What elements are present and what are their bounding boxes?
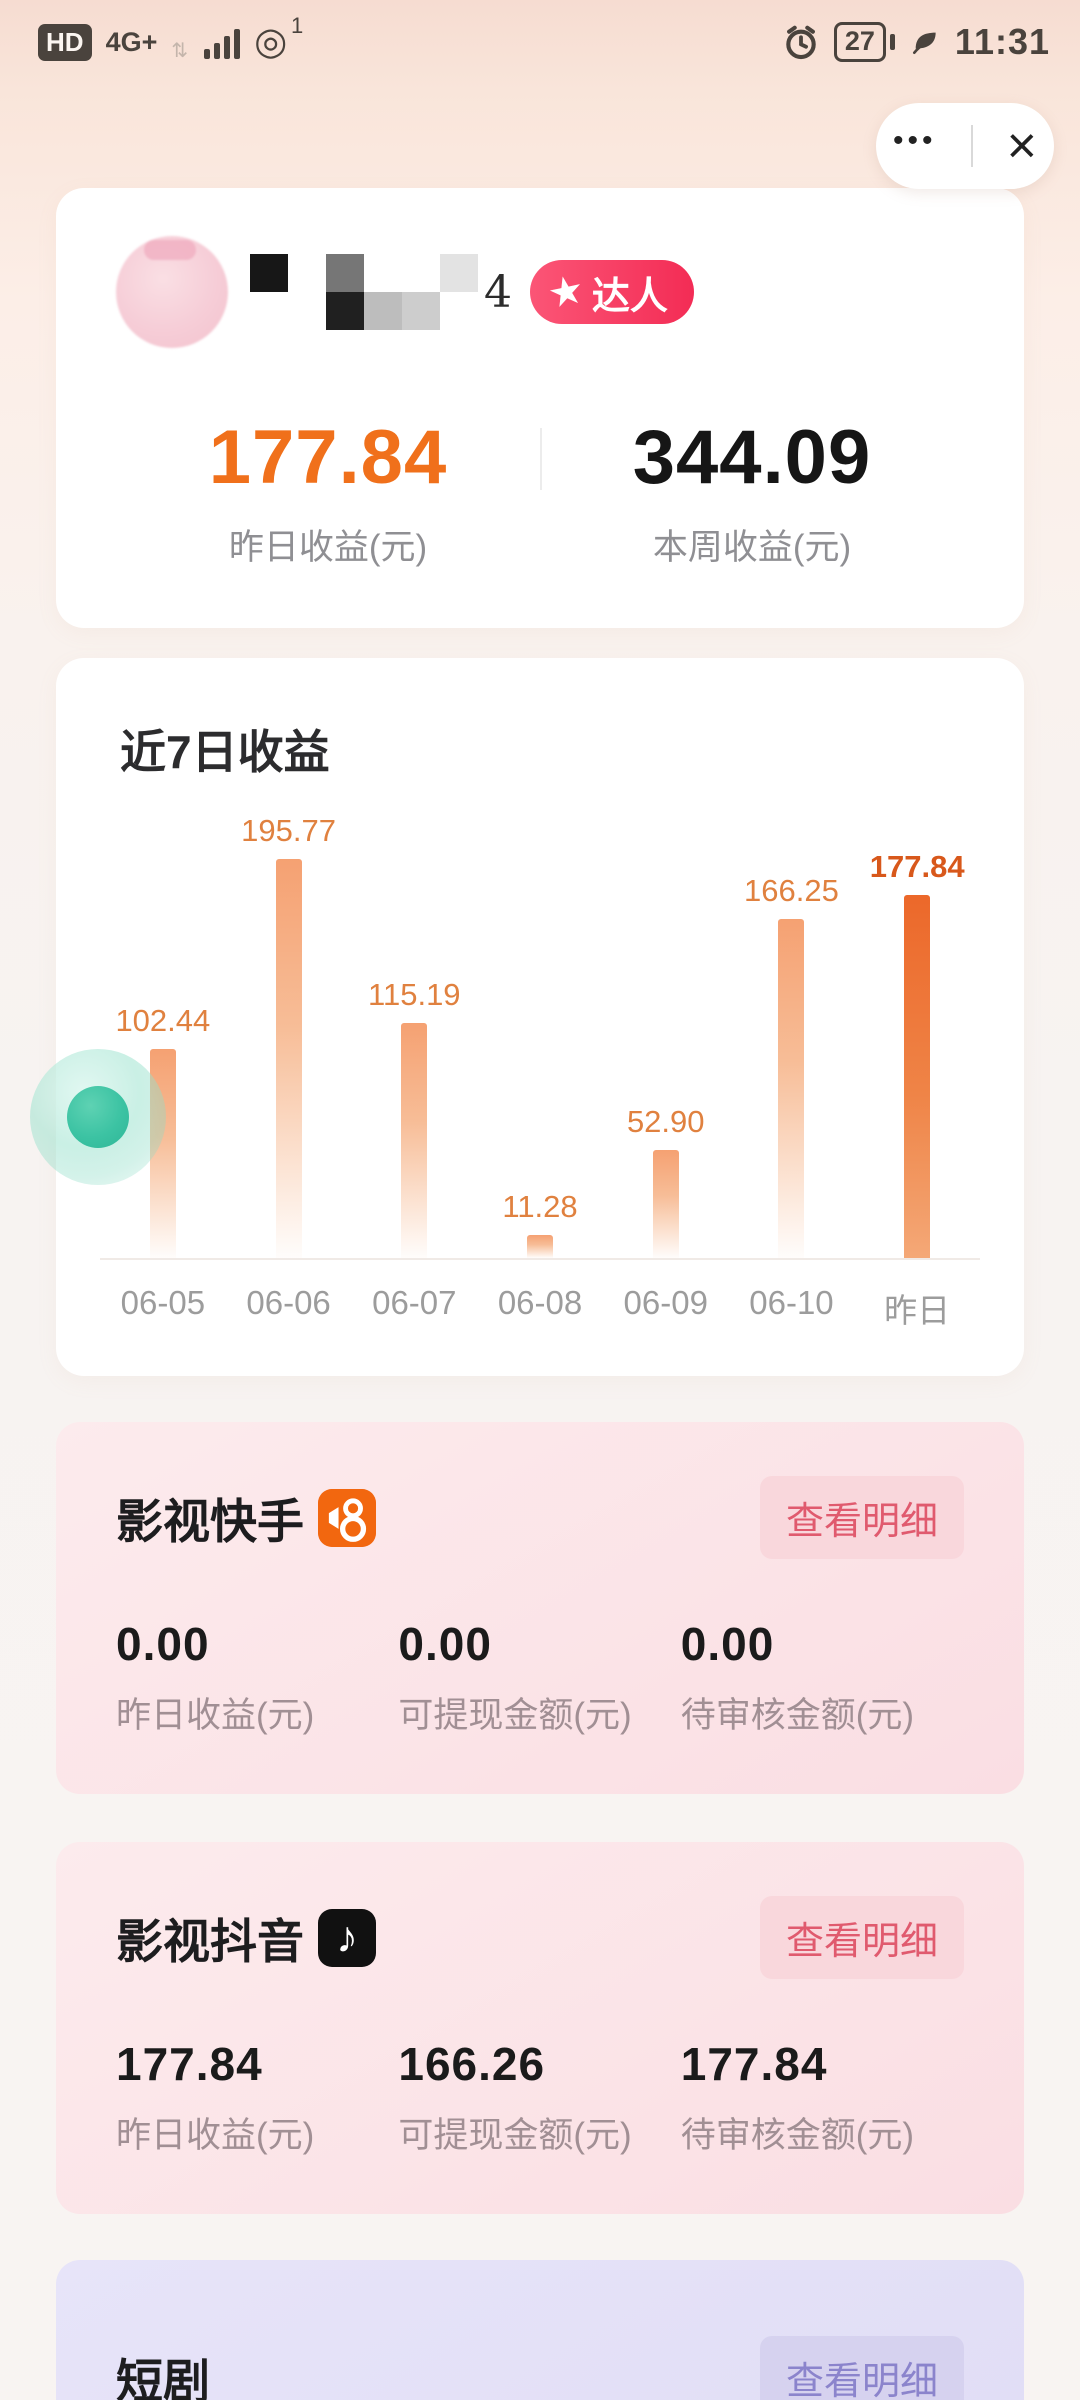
x-axis-label: 昨日 <box>884 1292 951 1329</box>
kuaishou-view-details-button[interactable]: 查看明细 <box>759 1476 964 1559</box>
stat-value: 0.00 <box>398 1618 492 1670</box>
bar-value-label: 195.77 <box>241 813 336 848</box>
week-earnings-value: 344.09 <box>632 415 872 500</box>
x-axis-label: 06-09 <box>623 1284 708 1321</box>
stat-item: 177.84 昨日收益(元) <box>116 2037 398 2158</box>
avatar <box>116 236 228 348</box>
battery-percent: 27 <box>833 22 886 62</box>
network-indicator: 4G+ <box>105 26 158 57</box>
close-button[interactable]: × <box>1006 117 1037 175</box>
x-axis-label: 06-07 <box>372 1284 457 1321</box>
bar-value-label: 166.25 <box>744 873 839 908</box>
bar-column: 115.19 <box>351 977 477 1258</box>
douyin-platform-card: 影视抖音 ♪ 查看明细 177.84 昨日收益(元) 166.26 可提现金额(… <box>56 1842 1024 2214</box>
bar <box>401 1023 428 1258</box>
bar <box>778 919 805 1258</box>
stat-label: 昨日收益(元) <box>116 1696 315 1735</box>
kuaishou-icon <box>318 1488 376 1547</box>
talent-badge-label: 达人 <box>591 275 668 318</box>
bar <box>652 1150 679 1258</box>
stat-item: 177.84 待审核金额(元) <box>681 2037 963 2158</box>
clock-time: 11:31 <box>954 21 1050 62</box>
leaf-icon <box>912 32 936 54</box>
signal-bars-icon <box>204 25 241 59</box>
bar-column: 166.25 <box>729 873 855 1258</box>
music-note-glyph: ♪ <box>336 1912 358 1962</box>
stat-item: 166.26 可提现金额(元) <box>398 2037 680 2158</box>
stat-value: 0.00 <box>680 1618 775 1670</box>
x-axis-label: 06-08 <box>497 1284 583 1321</box>
x-axis-label: 06-10 <box>749 1284 834 1321</box>
bar-chart: 102.44 195.77 115.19 11.28 52.90 166.25 177.84 <box>100 804 980 1260</box>
capsule-divider <box>970 125 973 167</box>
bar-value-label: 177.84 <box>869 849 965 884</box>
data-transfer-icon: ⇅ <box>171 39 189 62</box>
more-options-button[interactable]: ••• <box>893 124 937 157</box>
bar-value-label: 102.44 <box>115 1003 211 1038</box>
battery-nub <box>889 33 895 50</box>
bar-column: 195.77 <box>226 813 352 1258</box>
stat-label: 待审核金额(元) <box>680 1696 915 1735</box>
status-bar: HD 4G+ ⇅ ◎ 1 27 11:31 <box>0 0 1080 70</box>
x-axis-label: 06-06 <box>246 1284 331 1321</box>
hotspot-count: 1 <box>291 13 304 38</box>
stat-label: 可提现金额(元) <box>398 1696 632 1735</box>
bar-column: 52.90 <box>603 1104 729 1258</box>
week-earnings: 344.09 本周收益(元) <box>540 414 964 570</box>
week-earnings-label: 本周收益(元) <box>652 528 852 567</box>
kuaishou-platform-card: 影视快手 查看明细 0.00 昨日收益(元) 0.00 可提现金额(元) 0.0… <box>56 1422 1024 1794</box>
floating-ball-core <box>67 1086 129 1148</box>
yesterday-earnings-value: 177.84 <box>208 415 448 500</box>
stat-value: 0.00 <box>116 1618 210 1670</box>
stat-value: 177.84 <box>680 2038 828 2090</box>
earnings-summary-card: 4 ★ 达人 177.84 昨日收益(元) 344.09 本周收益(元) <box>56 188 1024 628</box>
battery-indicator: 27 <box>833 22 895 62</box>
stat-value: 177.84 <box>116 2038 263 2090</box>
stat-item: 0.00 待审核金额(元) <box>681 1617 963 1738</box>
bar-value-label: 115.19 <box>368 977 461 1012</box>
nickname-suffix: 4 <box>484 266 512 318</box>
floating-ball-button[interactable] <box>30 1049 166 1185</box>
star-icon: ★ <box>543 266 589 318</box>
bar <box>527 1235 554 1258</box>
hd-icon: HD <box>38 23 92 61</box>
network-type-label: 4G+ <box>105 26 158 57</box>
x-axis-label: 06-05 <box>120 1284 206 1321</box>
stat-value: 166.26 <box>398 2038 546 2090</box>
short-drama-card-title: 短剧 <box>116 2355 210 2400</box>
stat-label: 昨日收益(元) <box>116 2116 315 2155</box>
stat-item: 0.00 昨日收益(元) <box>116 1617 398 1738</box>
seven-day-chart-card: 近7日收益 102.44 195.77 115.19 11.28 52.90 166.25… <box>56 658 1024 1376</box>
bar-value-label: 11.28 <box>502 1189 578 1224</box>
yesterday-earnings: 177.84 昨日收益(元) <box>116 414 540 570</box>
short-drama-view-details-button[interactable]: 查看明细 <box>759 2336 964 2400</box>
bar-value-label: 52.90 <box>626 1104 705 1139</box>
douyin-icon: ♪ <box>318 1908 376 1967</box>
douyin-view-details-button[interactable]: 查看明细 <box>759 1896 964 1979</box>
douyin-card-title: 影视抖音 <box>116 1915 304 1968</box>
short-drama-platform-card: 短剧 查看明细 <box>56 2260 1024 2400</box>
alarm-clock-icon <box>786 25 816 60</box>
kuaishou-card-title: 影视快手 <box>116 1495 304 1548</box>
bar <box>275 859 302 1258</box>
miniprogram-capsule: ••• × <box>876 103 1054 189</box>
stat-item: 0.00 可提现金额(元) <box>398 1617 680 1738</box>
bar <box>904 895 931 1258</box>
hotspot-icon: ◎ 1 <box>254 13 304 63</box>
stat-label: 待审核金额(元) <box>680 2116 915 2155</box>
chart-title: 近7日收益 <box>120 726 330 778</box>
x-axis: 06-05 06-06 06-07 06-08 06-09 06-10 昨日 <box>100 1284 980 1332</box>
yesterday-earnings-label: 昨日收益(元) <box>228 528 428 567</box>
bar-column: 11.28 <box>477 1189 603 1258</box>
talent-badge: ★ 达人 <box>530 260 694 324</box>
stat-label: 可提现金额(元) <box>398 2116 632 2155</box>
column-divider <box>540 428 542 490</box>
censored-name-mosaic <box>250 254 478 330</box>
bar-column: 177.84 <box>854 849 980 1258</box>
